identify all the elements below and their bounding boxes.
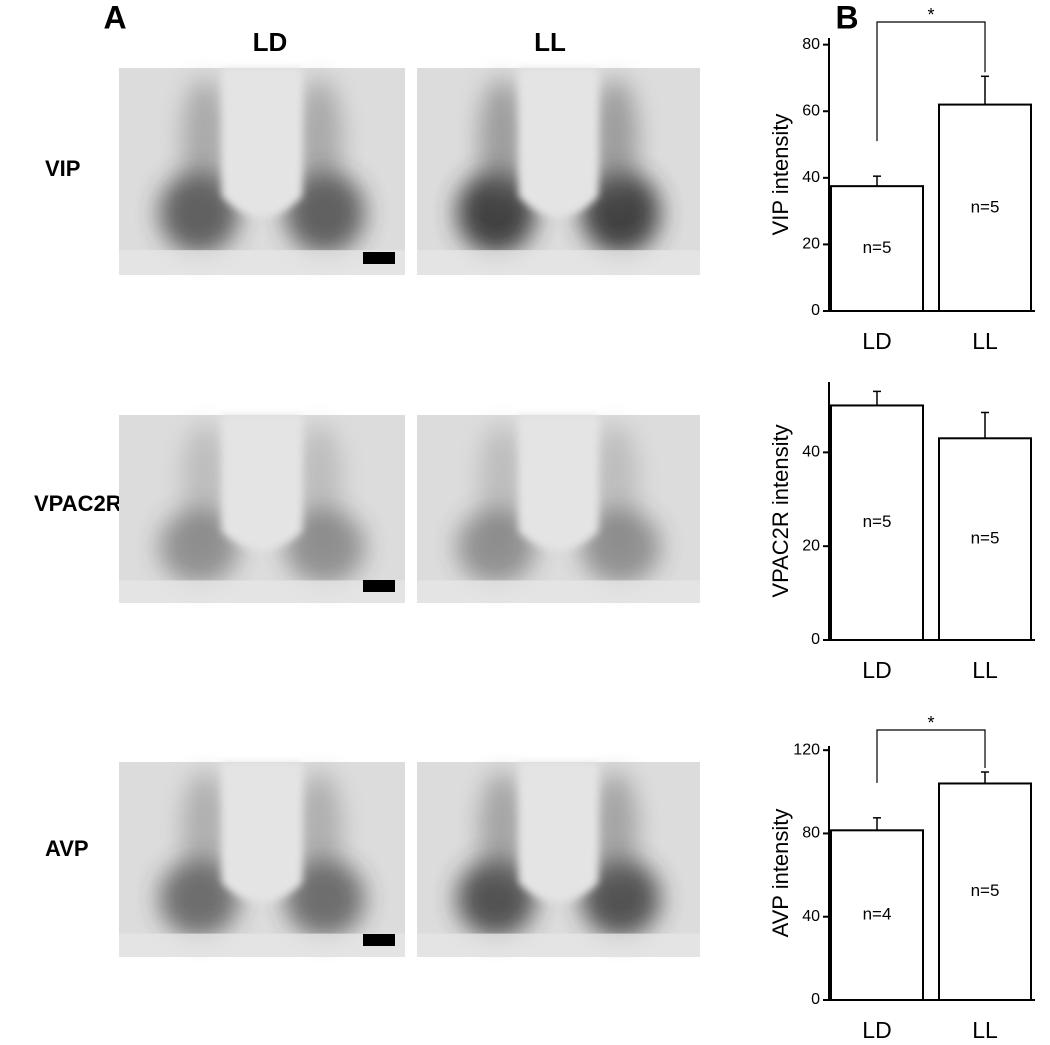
ventricle <box>221 68 303 218</box>
optic-chiasm <box>417 933 700 957</box>
significance-bracket <box>876 729 986 783</box>
stain <box>181 424 228 538</box>
y-tick-label: 60 <box>802 102 820 119</box>
y-axis-label: AVP intensity <box>768 809 793 938</box>
y-tick-label: 20 <box>802 537 820 554</box>
stain <box>581 171 661 255</box>
panel-label: B <box>835 0 858 35</box>
y-tick-label: 80 <box>802 825 820 842</box>
significance-label: * <box>927 713 934 733</box>
x-tick-label: LD <box>862 328 891 354</box>
stain <box>479 424 525 538</box>
x-tick-label: LD <box>862 1017 891 1043</box>
bar-annotation: n=4 <box>863 905 892 924</box>
stain <box>592 78 638 203</box>
optic-chiasm <box>417 250 700 275</box>
stain <box>296 424 343 538</box>
stain <box>284 859 365 938</box>
micrograph <box>119 68 405 275</box>
bar-annotation: n=5 <box>863 238 892 257</box>
row-label: VIP <box>45 156 80 181</box>
bar-annotation: n=5 <box>863 512 892 531</box>
bar <box>830 829 924 1002</box>
stain <box>581 859 661 938</box>
bar-annotation: n=5 <box>971 529 1000 548</box>
y-tick-label: 40 <box>802 444 820 461</box>
row-label: VPAC2R <box>34 491 122 516</box>
x-tick-label: LL <box>972 328 998 354</box>
y-tick-label: 120 <box>793 741 820 758</box>
stain <box>456 171 536 255</box>
bar <box>938 437 1032 642</box>
y-axis-label: VIP intensity <box>768 114 793 236</box>
significance-label: * <box>927 5 934 25</box>
significance-bracket <box>876 21 986 142</box>
optic-chiasm <box>417 580 700 603</box>
stain <box>159 508 240 585</box>
bar-annotation: n=5 <box>971 881 1000 900</box>
micrograph <box>417 68 700 275</box>
y-axis-label: VPAC2R intensity <box>768 424 793 597</box>
stain <box>296 771 343 889</box>
micrograph <box>119 762 405 957</box>
stain <box>181 78 228 203</box>
scale-bar <box>363 934 395 946</box>
stain <box>284 508 365 585</box>
stain <box>284 171 365 255</box>
y-tick-label: 80 <box>802 36 820 53</box>
stain <box>479 78 525 203</box>
stain <box>296 78 343 203</box>
ventricle <box>221 415 303 551</box>
ventricle <box>518 68 599 218</box>
x-tick-label: LL <box>972 1017 998 1043</box>
bar <box>830 185 924 312</box>
stain <box>159 171 240 255</box>
y-tick-label: 40 <box>802 169 820 186</box>
optic-chiasm <box>119 250 405 275</box>
ventricle <box>518 415 599 551</box>
stain <box>456 859 536 938</box>
bar <box>830 404 924 642</box>
y-tick-label: 0 <box>811 631 820 648</box>
ventricle <box>221 762 303 903</box>
column-label: LD <box>253 27 288 57</box>
scale-bar <box>363 252 395 264</box>
micrograph <box>417 415 700 603</box>
stain <box>592 424 638 538</box>
y-tick-label: 0 <box>811 302 820 319</box>
stain <box>581 508 661 585</box>
micrograph <box>119 415 405 603</box>
scale-bar <box>363 580 395 592</box>
row-label: AVP <box>45 836 89 861</box>
stain <box>159 859 240 938</box>
stain <box>181 771 228 889</box>
optic-chiasm <box>119 580 405 603</box>
column-label: LL <box>534 27 566 57</box>
stain <box>456 508 536 585</box>
bar <box>938 782 1032 1001</box>
x-tick-label: LD <box>862 657 891 683</box>
x-tick-label: LL <box>972 657 998 683</box>
stain <box>592 771 638 889</box>
micrograph <box>417 762 700 957</box>
stain <box>479 771 525 889</box>
bar <box>938 103 1032 312</box>
y-tick-label: 0 <box>811 991 820 1008</box>
optic-chiasm <box>119 933 405 957</box>
panel-label: A <box>103 0 126 35</box>
y-tick-label: 20 <box>802 236 820 253</box>
bar-annotation: n=5 <box>971 197 1000 216</box>
y-tick-label: 40 <box>802 908 820 925</box>
ventricle <box>518 762 599 903</box>
